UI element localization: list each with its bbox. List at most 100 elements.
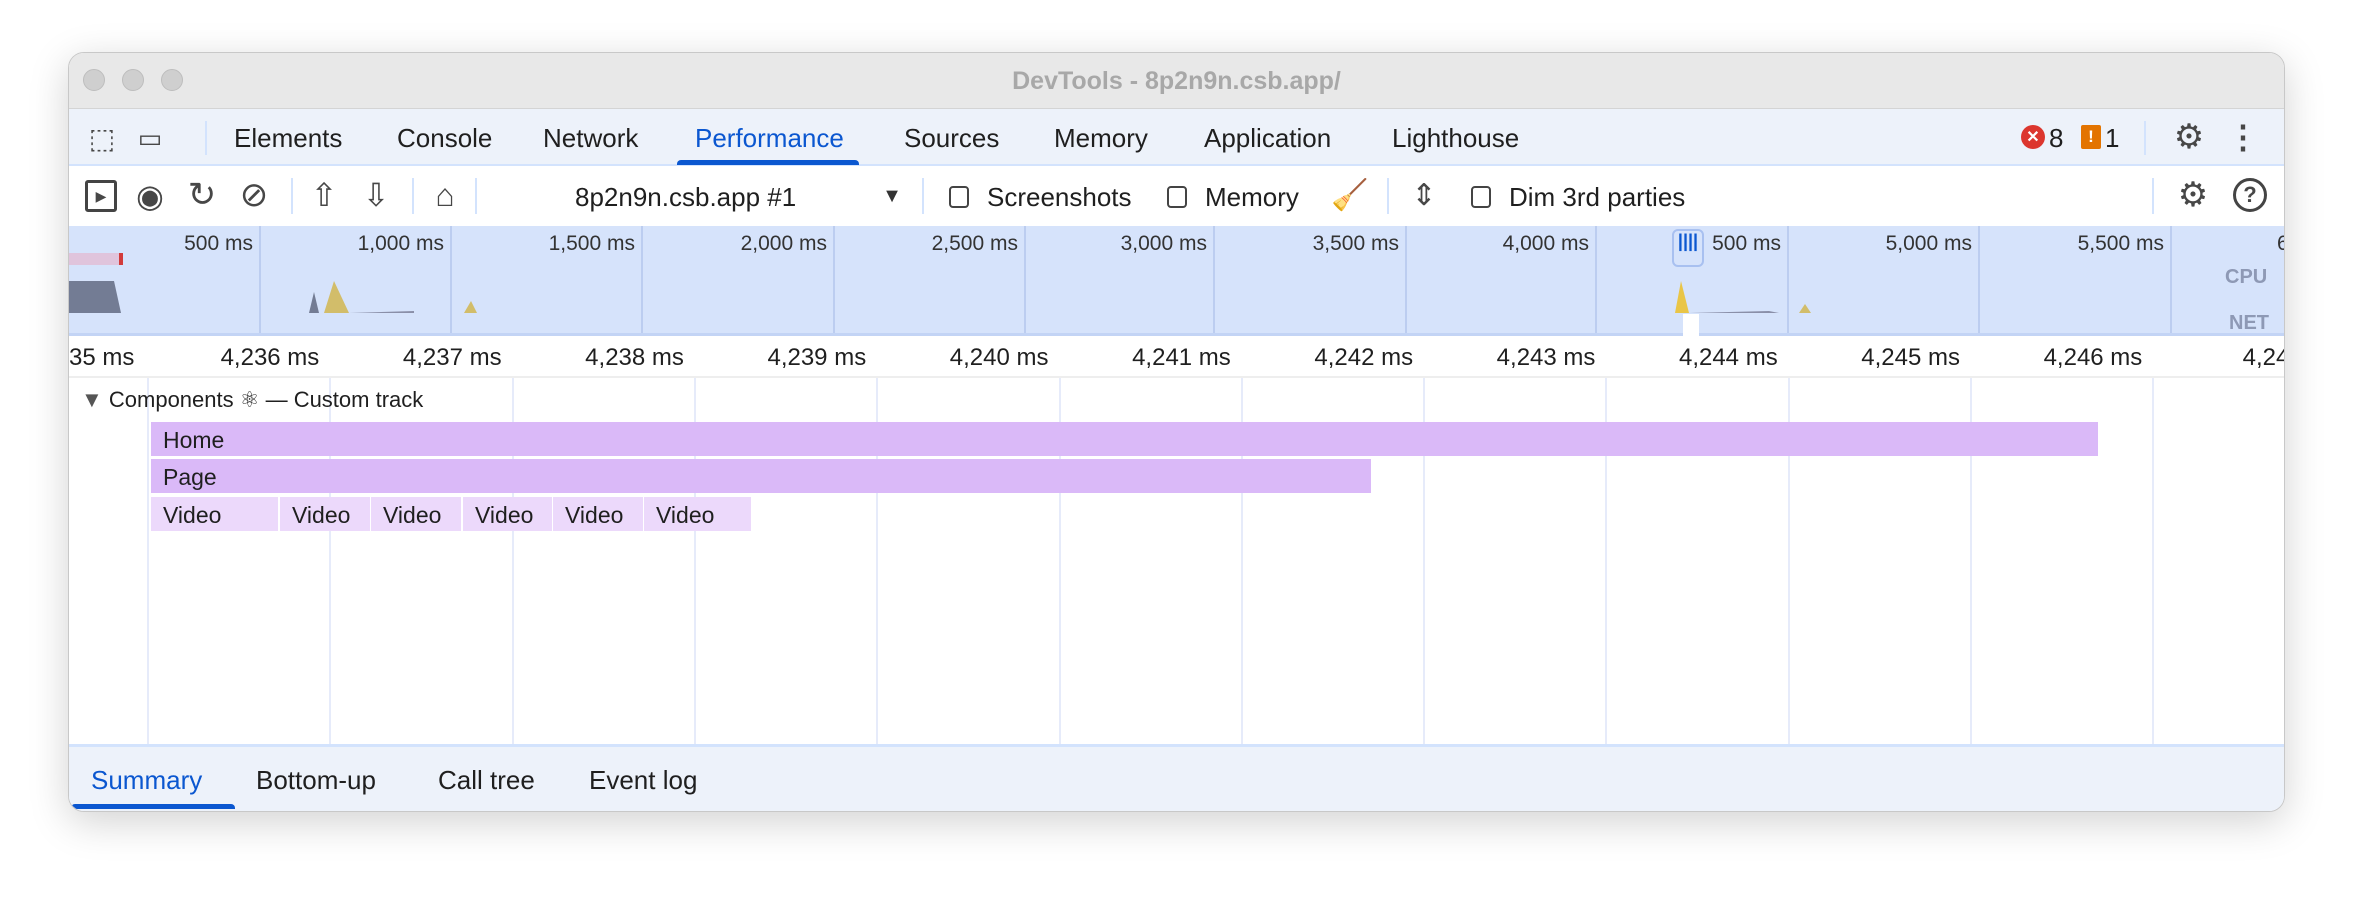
timeline-gridline (511, 378, 514, 744)
active-tab-indicator (677, 160, 859, 165)
overview-gridline (2170, 226, 2172, 333)
record-icon[interactable]: ◉ (136, 178, 164, 214)
ruler-tick-label: 4,24 (2242, 344, 2285, 371)
tab-bottom-up[interactable]: Bottom-up (256, 765, 376, 795)
devtools-window: DevTools - 8p2n9n.csb.app/ ⬚ ▭ Elements … (68, 52, 2285, 812)
timeline-gridline (1605, 378, 1608, 744)
flame-bar-video[interactable]: Video (463, 497, 552, 531)
active-bottom-tab-indicator (71, 804, 235, 809)
long-task-red-marker (119, 253, 123, 265)
cpu-activity-chart (69, 281, 1811, 313)
more-options-icon[interactable]: ⋮ (2227, 119, 2259, 155)
ruler-tick-label: 4,243 ms (1496, 344, 1596, 371)
ruler-tick-label: 4,245 ms (1861, 344, 1960, 371)
flame-bar-video[interactable]: Video (644, 497, 751, 531)
overview-tick-label: 500 ms (184, 232, 253, 255)
custom-track-header[interactable]: ▼ Components ⚛ — Custom track (81, 387, 423, 413)
screenshots-checkbox[interactable] (949, 186, 969, 208)
garbage-collect-broom-icon[interactable]: 🧹 (1331, 178, 1369, 212)
tab-memory[interactable]: Memory (1054, 123, 1148, 153)
inspect-element-icon[interactable]: ⬚ (88, 122, 116, 154)
overview-tick-label: 5,000 ms (1885, 232, 1972, 255)
overview-gridline (1405, 226, 1407, 333)
tab-lighthouse[interactable]: Lighthouse (1392, 123, 1520, 153)
tab-console[interactable]: Console (397, 123, 493, 153)
flame-bar-home[interactable]: Home (151, 422, 2098, 456)
time-ruler: 35 ms 4,236 ms 4,237 ms 4,238 ms 4,239 ms 4,2… (69, 336, 2284, 378)
warning-count[interactable]: 1 (2105, 123, 2120, 153)
settings-gear-icon[interactable]: ⚙ (2173, 118, 2205, 156)
device-toolbar-icon[interactable]: ▭ (137, 122, 163, 153)
ruler-tick-label: 4,244 ms (1678, 344, 1778, 371)
dim-3rd-parties-label[interactable]: Dim 3rd parties (1509, 182, 1686, 212)
tab-elements[interactable]: Elements (234, 123, 343, 153)
overview-gridline (1595, 226, 1597, 333)
tab-application[interactable]: Application (1204, 123, 1332, 153)
overview-tick-label: 2,500 ms (931, 232, 1018, 255)
close-window-button[interactable] (83, 69, 105, 91)
reload-record-icon[interactable]: ↻ (187, 176, 217, 214)
timeline-gridline (1423, 378, 1426, 744)
overview-tick-label: 4,000 ms (1502, 232, 1589, 255)
timeline-gridline (876, 378, 879, 744)
tab-network[interactable]: Network (543, 123, 639, 153)
error-count[interactable]: 8 (2049, 123, 2064, 153)
home-icon[interactable]: ⌂ (435, 176, 455, 213)
screenshots-label[interactable]: Screenshots (987, 182, 1132, 212)
ruler-tick-label: 4,237 ms (402, 344, 502, 371)
tab-call-tree[interactable]: Call tree (438, 765, 535, 795)
help-icon[interactable]: ? (2233, 178, 2267, 212)
overview-gridline (833, 226, 835, 333)
flame-bar-video[interactable]: Video (151, 497, 278, 531)
timeline-overview[interactable]: 500 ms 1,000 ms 1,500 ms 2,000 ms 2,500 ms 3,… (69, 226, 2284, 336)
dim-3rd-parties-checkbox[interactable] (1471, 186, 1491, 208)
error-icon[interactable]: ✕ (2021, 125, 2045, 149)
flame-bar-video[interactable]: Video (280, 497, 370, 531)
ruler-tick-label: 4,242 ms (1314, 344, 1414, 371)
flame-bar-video[interactable]: Video (371, 497, 461, 531)
tab-event-log[interactable]: Event log (589, 765, 698, 795)
timeline-gridline (1058, 378, 1061, 744)
overview-tick-label: 6,0 (2277, 232, 2284, 256)
tab-sources[interactable]: Sources (904, 123, 1000, 153)
overview-gridline (1978, 226, 1980, 333)
flame-bar-video[interactable]: Video (553, 497, 643, 531)
toggle-sidebar-icon[interactable]: ▶ (85, 180, 117, 212)
overview-tick-label: 1,500 ms (548, 232, 635, 255)
minimize-window-button[interactable] (122, 69, 144, 91)
timeline-gridline (1240, 378, 1243, 744)
performance-toolbar: ▶ ◉ ↻ ⊘ ⇧ ⇩ ⌂ 8p2n9n.csb.app #1 ▼ Screen… (69, 166, 2284, 226)
overview-tick-label: 3,500 ms (1312, 232, 1399, 255)
clear-icon[interactable]: ⊘ (239, 176, 269, 214)
tab-performance[interactable]: Performance (695, 123, 844, 153)
overview-tick-label: 5,500 ms (2077, 232, 2164, 255)
ruler-tick-label: 4,246 ms (2043, 344, 2143, 371)
timeline-gridline (1787, 378, 1790, 744)
expand-triangle-icon[interactable]: ▼ (81, 387, 109, 412)
ruler-tick-label: 4,239 ms (767, 344, 867, 371)
overview-gridline (641, 226, 643, 333)
chevron-down-icon[interactable]: ▼ (882, 184, 902, 207)
selection-handle[interactable]: |||| (1672, 229, 1704, 267)
timeline-gridline (693, 378, 696, 744)
zoom-window-button[interactable] (161, 69, 183, 91)
selection-window[interactable] (1683, 314, 1699, 336)
capture-settings-gear-icon[interactable]: ⚙ (2177, 176, 2209, 214)
collapse-tracks-icon[interactable]: ⇕ (1411, 178, 1437, 212)
memory-label[interactable]: Memory (1205, 182, 1299, 212)
overview-gridline (450, 226, 452, 333)
upload-profile-icon[interactable]: ⇧ (310, 177, 338, 213)
window-title: DevTools - 8p2n9n.csb.app/ (1012, 67, 1341, 95)
download-profile-icon[interactable]: ⇩ (362, 177, 390, 213)
ruler-tick-label: 4,240 ms (949, 344, 1049, 371)
warning-icon[interactable]: ! (2081, 125, 2101, 149)
overview-tick-label: 500 ms (1712, 232, 1781, 255)
overview-tick-label: 2,000 ms (740, 232, 827, 255)
flame-bar-page[interactable]: Page (151, 459, 1371, 493)
tab-summary[interactable]: Summary (91, 765, 203, 795)
recording-select[interactable]: 8p2n9n.csb.app #1 (575, 182, 797, 212)
ruler-tick-label: 4,236 ms (220, 344, 320, 371)
memory-checkbox[interactable] (1167, 186, 1187, 208)
overview-gridline (1213, 226, 1215, 333)
overview-gridline (259, 226, 261, 333)
